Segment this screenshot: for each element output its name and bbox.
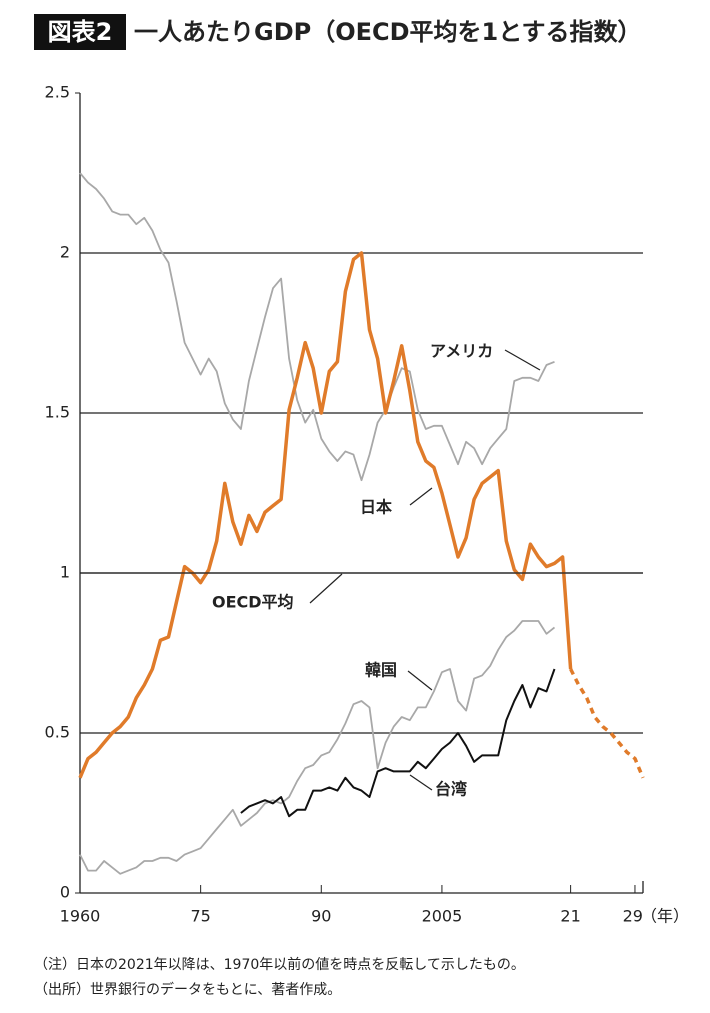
source: （出所）世界銀行のデータをもとに、著者作成。 xyxy=(34,981,341,998)
title-badge-box xyxy=(34,14,126,50)
leader-line xyxy=(409,487,433,506)
series-line xyxy=(79,620,556,875)
y-tick-label: 2 xyxy=(60,243,70,262)
series-line xyxy=(569,668,645,779)
x-tick-label: 21 xyxy=(560,907,580,926)
series-label: OECD平均 xyxy=(212,593,294,612)
y-tick-label: 0 xyxy=(60,883,70,902)
series-label: 日本 xyxy=(360,498,392,517)
series-line xyxy=(79,172,555,482)
note: （注）日本の2021年以降は、1970年以前の値を時点を反転して示したもの。 xyxy=(34,956,525,973)
x-unit: （年） xyxy=(641,907,689,926)
y-tick-label: 0.5 xyxy=(45,723,70,742)
leader-line xyxy=(407,670,433,691)
series-label: アメリカ xyxy=(430,342,493,361)
x-tick-label: 2005 xyxy=(422,907,463,926)
series-line xyxy=(78,251,573,779)
series-label: 韓国 xyxy=(365,661,397,680)
title-badge: 図表2 xyxy=(48,18,113,46)
y-tick-label: 1 xyxy=(60,563,70,582)
leader-line xyxy=(309,573,343,604)
series-line xyxy=(240,668,556,818)
y-tick-label: 1.5 xyxy=(45,403,70,422)
x-tick-label: 90 xyxy=(311,907,331,926)
x-tick-label: 29 xyxy=(623,907,643,926)
leader-line xyxy=(504,349,541,371)
x-tick-label: 1960 xyxy=(60,907,101,926)
x-tick-label: 75 xyxy=(190,907,210,926)
y-tick-label: 2.5 xyxy=(45,83,70,102)
chart-title: 一人あたりGDP（OECD平均を1とする指数） xyxy=(134,18,642,46)
series-label: 台湾 xyxy=(435,780,467,799)
leader-line xyxy=(409,774,433,791)
